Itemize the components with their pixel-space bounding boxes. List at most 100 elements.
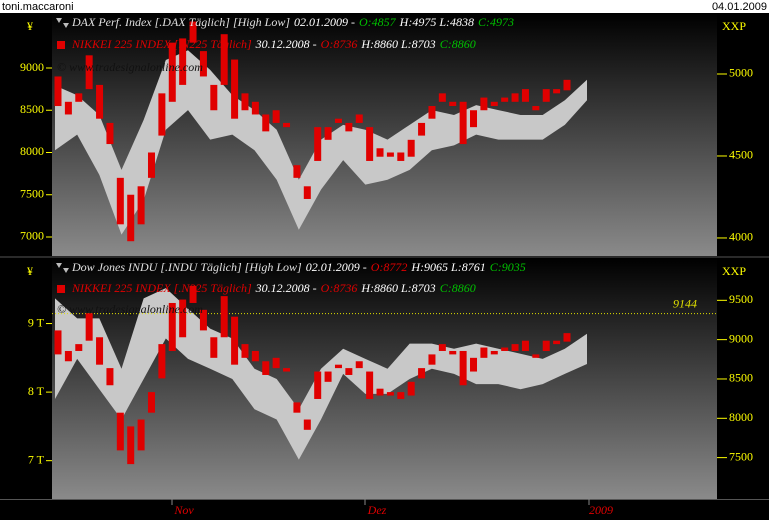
candle [272,110,280,123]
candle [334,364,342,369]
candle [220,34,228,85]
candle [106,122,114,145]
candle [407,139,415,157]
legend-icon [57,285,65,293]
candle [75,93,83,102]
title-bar [0,0,769,13]
candle [210,84,218,111]
candle [449,101,457,107]
unit-label: XXP [722,264,746,278]
candle [106,368,114,386]
legend-text: 30.12.2008 - [255,37,317,51]
candle [366,371,374,399]
candle [189,285,197,303]
legend-text: 02.01.2009 - [306,260,367,274]
watermark: © www.tradesignalonline.com [57,60,203,74]
currency-label: ¥ [27,264,33,278]
legend-text: O:8736 [321,37,358,51]
currency-label: ¥ [27,19,33,33]
candle [54,76,62,107]
y2-tick-label: 9500 [729,292,753,306]
legend-text: 30.12.2008 - [255,281,317,295]
candle [355,361,363,369]
candle [85,55,93,90]
candle [272,357,280,369]
legend-text: O:4857 [359,15,397,29]
candle [470,110,478,128]
candle [407,381,415,396]
candle [147,152,155,178]
candle [511,344,519,351]
y-tick-label: 9000 [20,60,44,74]
legend-text: C:8860 [440,281,476,295]
candle [542,340,550,351]
candle [345,368,353,375]
candle [428,106,436,119]
current-date: 04.01.2009 [712,1,767,13]
candle [501,97,509,102]
candle [376,388,384,396]
candle [283,122,291,128]
candle [542,89,550,102]
candle [553,89,561,94]
legend-text: C:9035 [490,260,526,274]
legend-text: Dow Jones INDU [.INDU Täglich] [High Low… [71,260,302,274]
candle [137,419,145,451]
candle [231,59,239,119]
candle [168,302,176,351]
legend-text: H:9065 L:8761 [410,260,485,274]
candle [158,344,166,379]
legend-text: C:8860 [440,37,476,51]
candle [521,89,529,102]
candle [64,350,72,362]
candle [324,127,332,140]
candle [241,344,249,358]
candle [449,350,457,355]
candle [127,194,135,242]
x-tick-label: 2009 [589,503,613,517]
candle [397,152,405,161]
candle [334,118,342,123]
legend-entry: DAX Perf. Index [.DAX Täglich] [High Low… [71,15,514,29]
unit-label: XXP [722,19,746,33]
y2-tick-label: 7500 [729,449,753,463]
y-tick-label: 7 T [28,452,45,466]
candle [64,101,72,115]
candle [438,344,446,351]
candle [85,313,93,341]
x-tick-label: Dez [367,503,387,517]
candle [418,122,426,136]
candle [220,296,228,338]
x-tick-label: Nov [173,503,194,517]
legend-text: DAX Perf. Index [.DAX Täglich] [High Low… [71,15,290,29]
y-tick-label: 8000 [20,144,44,158]
legend-text: H:4975 L:4838 [399,15,474,29]
candle [386,392,394,396]
y2-tick-label: 8500 [729,371,753,385]
candle [189,21,197,43]
legend-icon [57,41,65,49]
legend-entry: NIKKEI 225 INDEX [.N225 Täglich] 30.12.20… [71,37,476,51]
y-tick-label: 7500 [20,186,44,200]
candle [199,51,207,77]
candle [521,340,529,351]
candle [314,371,322,399]
y2-tick-label: 4500 [729,148,753,162]
candle [96,84,104,119]
candle [179,38,187,85]
candle [168,42,176,102]
legend-icon [56,18,69,28]
y2-tick-label: 8000 [729,410,753,424]
candle [127,426,135,465]
legend-text: O:8736 [321,281,358,295]
candle [563,79,571,91]
candle [355,114,363,123]
candle [511,93,519,102]
candle [428,354,436,365]
y2-tick-label: 4000 [729,230,753,244]
candle [251,101,259,115]
candle [283,368,291,372]
candle [116,412,124,451]
candle [210,337,218,358]
